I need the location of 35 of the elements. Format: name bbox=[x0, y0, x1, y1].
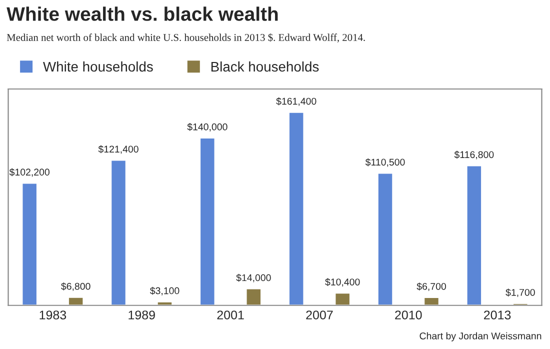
data-label: $140,000 bbox=[187, 123, 228, 132]
bar bbox=[512, 302, 529, 306]
bar bbox=[156, 300, 173, 306]
data-label: $1,700 bbox=[506, 288, 535, 298]
bar bbox=[288, 111, 305, 306]
x-tick-label: 2013 bbox=[484, 310, 511, 320]
x-tick-label: 2007 bbox=[306, 310, 333, 320]
data-label: $161,400 bbox=[276, 97, 316, 106]
data-label: $6,700 bbox=[416, 282, 446, 292]
text: Chart by Jordan Weissmann bbox=[420, 332, 542, 342]
x-tick-label: 2010 bbox=[395, 310, 422, 320]
bar bbox=[110, 159, 127, 306]
bar bbox=[68, 296, 84, 306]
data-label: $102,200 bbox=[9, 168, 50, 177]
chart-title: White wealth vs. black wealth bbox=[6, 6, 278, 21]
data-label: $3,100 bbox=[150, 286, 180, 296]
data-label: $14,000 bbox=[236, 274, 271, 282]
data-label: $110,500 bbox=[365, 158, 405, 167]
x-tick-label: 2001 bbox=[217, 310, 244, 320]
chart-subtitle: Median net worth of black and white U.S. households in 2013 $. Edward Wolff, 2014. bbox=[6, 33, 365, 42]
bar bbox=[334, 292, 351, 306]
bar bbox=[199, 137, 216, 306]
x-tick-label: 1989 bbox=[128, 310, 155, 320]
bar bbox=[21, 182, 38, 306]
bar bbox=[423, 296, 440, 306]
data-label: $121,400 bbox=[98, 145, 138, 154]
data-label: $6,800 bbox=[61, 282, 90, 291]
legend-label: Black households bbox=[211, 61, 319, 72]
bar bbox=[466, 164, 482, 306]
data-label: $116,800 bbox=[454, 150, 494, 160]
data-label: $10,400 bbox=[325, 278, 360, 287]
bar bbox=[245, 288, 262, 306]
legend-label: White households bbox=[43, 61, 153, 72]
bar bbox=[377, 172, 394, 306]
x-tick-label: 1983 bbox=[40, 310, 66, 320]
